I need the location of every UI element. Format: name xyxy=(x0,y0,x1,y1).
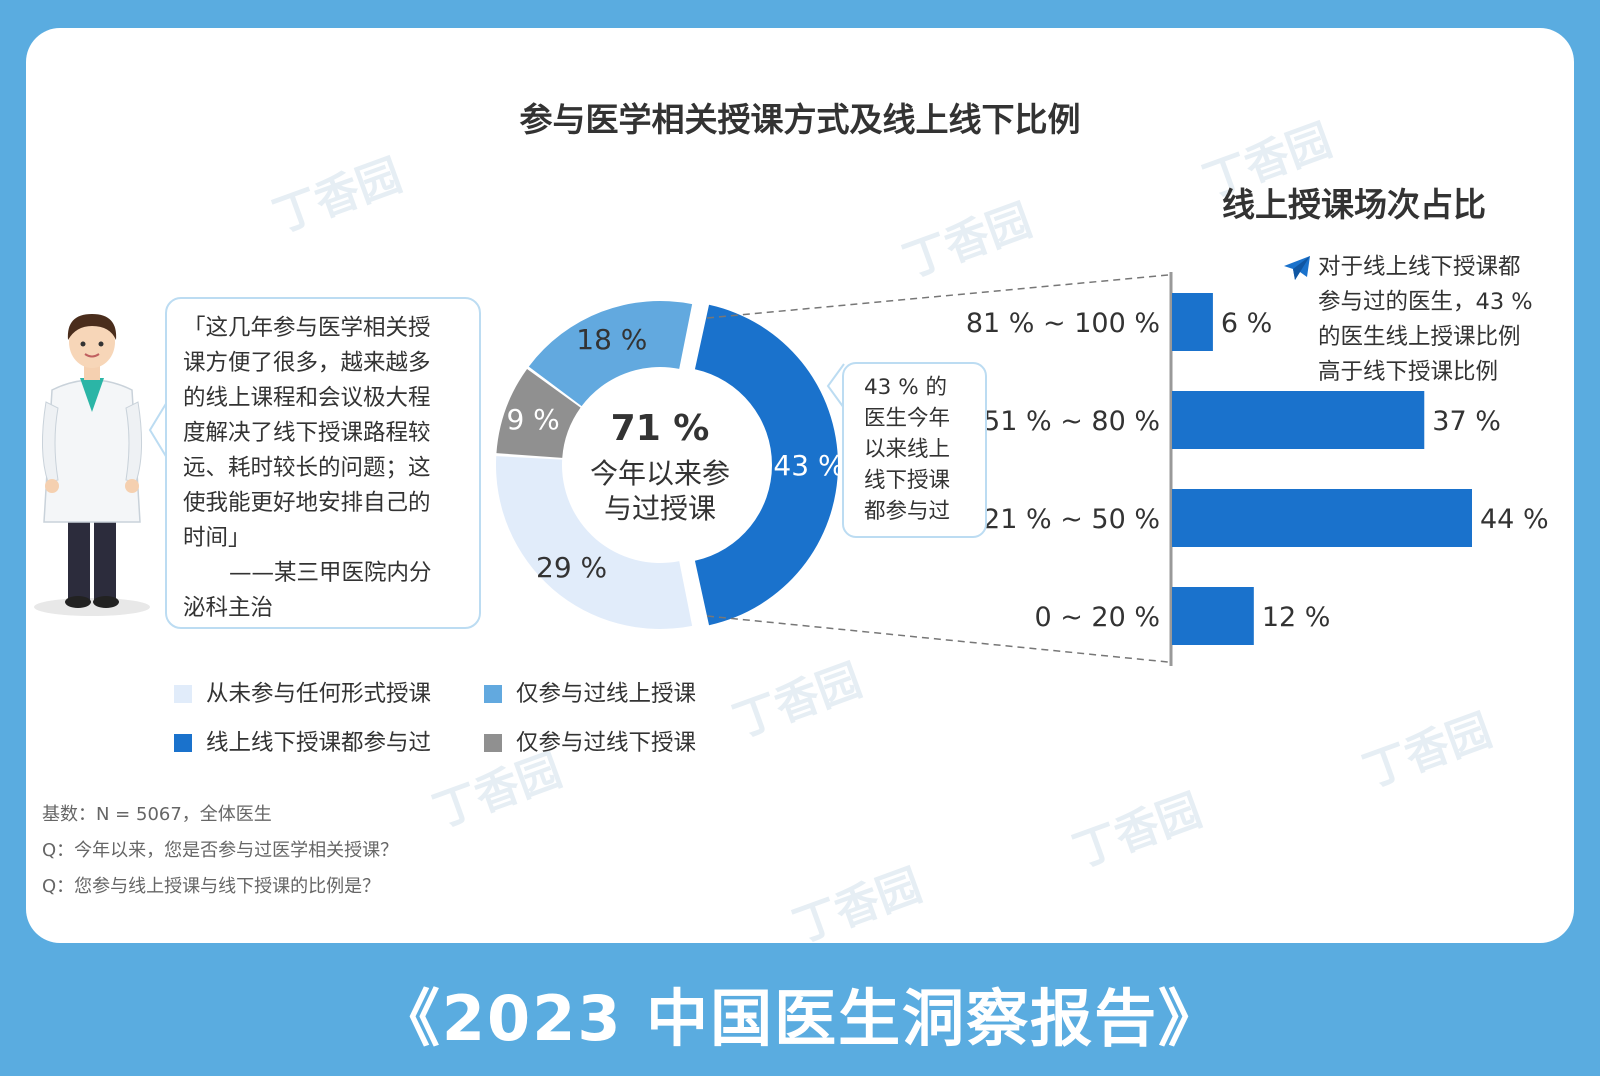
bar-value-label: 44 % xyxy=(1480,504,1549,535)
report-title: 《2023 中国医生洞察报告》 xyxy=(377,982,1223,1055)
donut-slice-offline-only xyxy=(496,368,581,458)
bar-category-label: 81 % ~ 100 % xyxy=(966,308,1160,339)
bar-chart: 81 % ~ 100 % 6 % 51 % ~ 80 % 37 % 21 % ~ 50 … xyxy=(966,293,1549,645)
quote-attribution: ——某三甲医院内分 xyxy=(229,560,432,586)
legend-label: 线上线下授课都参与过 xyxy=(206,730,432,756)
bar xyxy=(1172,489,1472,547)
quote-line: 度解决了线下授课路程较 xyxy=(183,420,431,446)
bar xyxy=(1172,293,1213,351)
callout-box: 43 % 的 医生今年 以来线上 线下授课 都参与过 xyxy=(842,362,987,538)
base-note: 基数：N = 5067，全体医生 xyxy=(42,804,272,825)
legend-swatch xyxy=(484,685,502,703)
question-note: Q：今年以来，您是否参与过医学相关授课？ xyxy=(42,840,399,861)
quote-line: 远、耗时较长的问题；这 xyxy=(183,455,431,481)
bar-value-label: 37 % xyxy=(1432,406,1501,437)
legend-item-never: 从未参与任何形式授课 xyxy=(174,676,431,708)
donut-slice-label: 18 % xyxy=(576,323,647,356)
quote-line: 「这几年参与医学相关授 xyxy=(183,315,431,341)
callout-tail xyxy=(826,363,845,409)
quote-line: 的线上课程和会议极大程 xyxy=(183,385,431,411)
connector-line-bottom xyxy=(706,615,1169,663)
bar xyxy=(1172,391,1425,449)
quote-bubble-tail xyxy=(148,401,168,459)
note-line: 的医生线上授课比例 xyxy=(1318,324,1521,350)
quote-line: 使我能更好地安排自己的 xyxy=(183,490,431,516)
bar-chart-title: 线上授课场次占比 xyxy=(1222,185,1486,224)
donut-slice-label: 9 % xyxy=(506,403,559,436)
legend-swatch xyxy=(174,734,192,752)
donut-slice-online-only xyxy=(528,301,693,407)
legend-swatch xyxy=(174,685,192,703)
legend-item-offline-only: 仅参与过线下授课 xyxy=(484,725,696,757)
donut-chart: 43 % 29 % 9 % 18 % xyxy=(496,301,845,629)
insight-note: 对于线上线下授课都 参与过的医生，43 % 的医生线上授课比例 高于线下授课比例 xyxy=(1318,250,1568,390)
callout-line: 以来线上 xyxy=(864,437,951,462)
connector-line-top xyxy=(706,274,1169,319)
paper-plane-icon xyxy=(1284,256,1310,280)
callout-line: 都参与过 xyxy=(864,499,951,524)
doctor-illustration xyxy=(34,314,150,616)
note-line: 对于线上线下授课都 xyxy=(1318,254,1521,280)
legend-swatch xyxy=(484,734,502,752)
note-line: 参与过的医生，43 % xyxy=(1318,289,1533,315)
donut-center-label: 与过授课 xyxy=(604,492,716,525)
donut-slice-label: 43 % xyxy=(773,449,844,482)
callout-line: 医生今年 xyxy=(864,406,951,431)
note-line: 高于线下授课比例 xyxy=(1318,359,1499,385)
bar-value-label: 12 % xyxy=(1262,602,1331,633)
bar-value-label: 6 % xyxy=(1221,308,1272,339)
callout-line: 线下授课 xyxy=(864,468,951,493)
bar-category-label: 21 % ~ 50 % xyxy=(983,504,1160,535)
donut-slice-both xyxy=(694,304,838,626)
legend-label: 仅参与过线下授课 xyxy=(516,730,697,756)
question-note: Q：您参与线上授课与线下授课的比例是？ xyxy=(42,876,381,897)
legend-label: 仅参与过线上授课 xyxy=(516,681,697,707)
donut-slice-never xyxy=(496,456,693,629)
chart-title: 参与医学相关授课方式及线上线下比例 xyxy=(519,100,1081,139)
bar-category-label: 51 % ~ 80 % xyxy=(983,406,1160,437)
quote-line: 时间」 xyxy=(183,525,251,551)
quote-attribution: 泌科主治 xyxy=(183,595,274,621)
quote-line: 课方便了很多，越来越多 xyxy=(183,350,431,376)
donut-center-label: 今年以来参 xyxy=(590,457,730,490)
donut-center-value: 71 % xyxy=(611,408,710,449)
legend-label: 从未参与任何形式授课 xyxy=(206,681,432,707)
donut-slice-label: 29 % xyxy=(536,551,607,584)
bar-category-label: 0 ~ 20 % xyxy=(1034,602,1160,633)
doctor-quote: 「这几年参与医学相关授 课方便了很多，越来越多 的线上课程和会议极大程 度解决了… xyxy=(165,297,481,629)
bar xyxy=(1172,587,1254,645)
callout-line: 43 % 的 xyxy=(864,375,947,400)
legend-item-online-only: 仅参与过线上授课 xyxy=(484,676,696,708)
legend-item-both: 线上线下授课都参与过 xyxy=(174,725,431,757)
